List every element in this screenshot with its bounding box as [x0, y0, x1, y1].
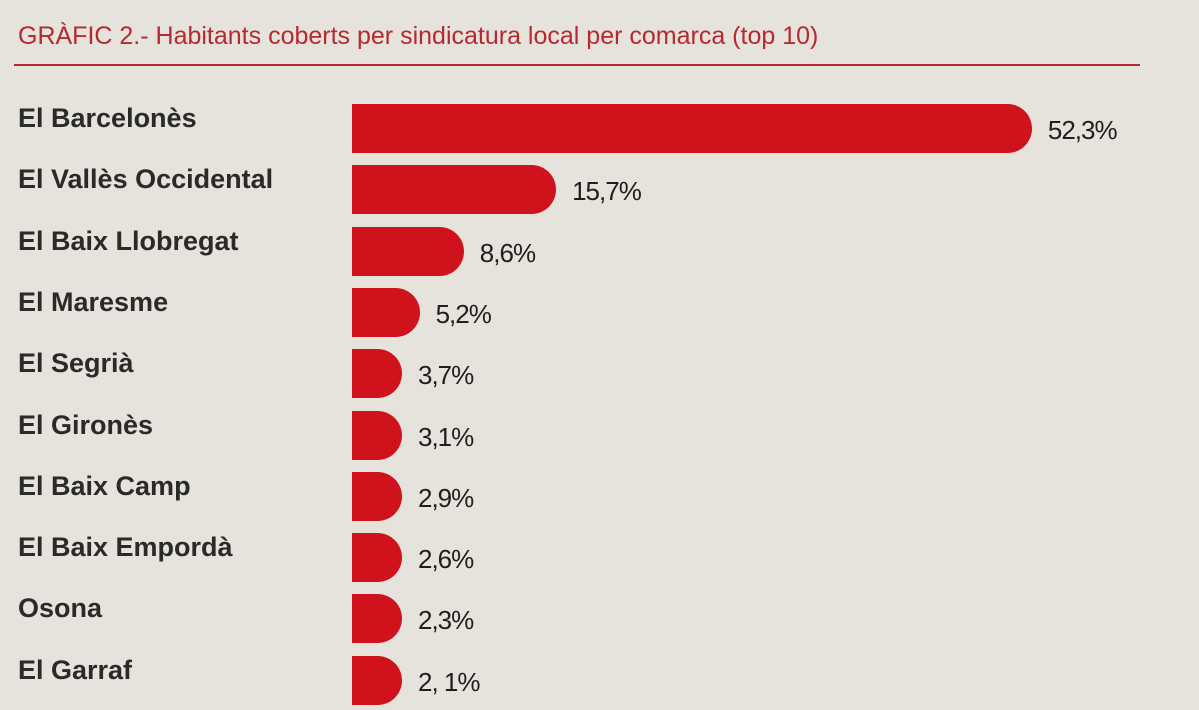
- bar: [352, 533, 402, 583]
- bar: [352, 226, 464, 276]
- bar: [352, 471, 402, 521]
- category-label: El Baix Llobregat: [18, 225, 239, 256]
- value-label: 2,9%: [418, 482, 474, 513]
- bar: [352, 594, 402, 644]
- category-label: El Baix Camp: [18, 470, 191, 501]
- category-label: El Gironès: [18, 409, 154, 440]
- value-label: 3,7%: [418, 360, 474, 391]
- bar: [352, 349, 402, 399]
- category-label: El Maresme: [18, 286, 169, 317]
- category-label: El Vallès Occidental: [18, 164, 274, 195]
- category-label: El Baix Empordà: [18, 532, 233, 563]
- value-label: 8,6%: [479, 237, 536, 268]
- bar: [352, 165, 557, 215]
- chart-title: GRÀFIC 2.- Habitants coberts per sindica…: [18, 22, 819, 50]
- value-label: 3,1%: [418, 421, 474, 452]
- bar: [352, 287, 420, 337]
- title-divider: [14, 64, 1140, 66]
- value-label: 2,3%: [418, 605, 474, 636]
- category-label: Osona: [18, 593, 103, 624]
- bar: [352, 104, 1032, 153]
- category-label: El Segrià: [18, 348, 134, 379]
- value-label: 2, 1%: [418, 666, 480, 697]
- category-label: El Barcelonès: [18, 103, 197, 133]
- bar: [352, 655, 402, 705]
- value-label: 2,6%: [418, 544, 474, 575]
- bar: [352, 410, 402, 460]
- value-label: 15,7%: [572, 176, 642, 207]
- category-label: El Garraf: [18, 654, 133, 685]
- value-label: 52,3%: [1047, 115, 1118, 145]
- value-label: 5,2%: [435, 298, 492, 329]
